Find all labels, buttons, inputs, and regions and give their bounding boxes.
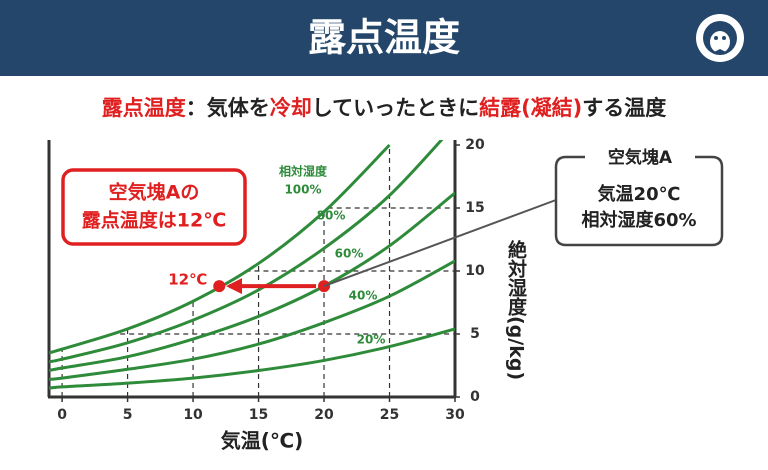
humidity-curve bbox=[49, 259, 455, 381]
dew-callout-line: 露点温度は12℃ bbox=[82, 209, 226, 232]
logo bbox=[696, 14, 744, 62]
header-bar bbox=[0, 0, 768, 76]
x-tick-label: 5 bbox=[123, 407, 133, 423]
dew-point-label: 12℃ bbox=[168, 271, 207, 289]
subtitle-part: 冷却 bbox=[270, 96, 312, 120]
y-tick-label: 0 bbox=[470, 389, 480, 405]
subtitle-part: する温度 bbox=[582, 96, 666, 120]
x-tick-label: 10 bbox=[183, 407, 203, 423]
y-axis-label: 絶対湿度(g/kg) bbox=[505, 239, 528, 380]
series-label: 80% bbox=[317, 209, 346, 223]
x-tick-label: 20 bbox=[314, 407, 334, 423]
x-axis-label: 気温(℃) bbox=[221, 429, 304, 453]
series-label: 60% bbox=[335, 247, 364, 261]
air-callout-title: 空気塊A bbox=[608, 147, 673, 168]
y-tick-label: 15 bbox=[465, 200, 484, 216]
dew-callout-line: 空気塊Aの bbox=[109, 181, 200, 204]
subtitle: 露点温度：気体を冷却していったときに結露(凝結)する温度 bbox=[102, 96, 667, 120]
air-callout-line: 相対湿度60% bbox=[581, 209, 696, 231]
humidity-curve bbox=[49, 143, 391, 355]
x-tick-label: 30 bbox=[445, 407, 465, 423]
dew-callout bbox=[61, 168, 247, 246]
x-tick-label: 25 bbox=[380, 407, 399, 423]
chart: 0 5 10 15 20 25 30 0 5 10 15 20 気温(℃) 絶対湿度(g/kg) 相対湿度 1… bbox=[47, 137, 724, 453]
humidity-curve bbox=[49, 327, 455, 390]
humidity-curve bbox=[49, 191, 455, 373]
air-callout bbox=[554, 155, 724, 247]
x-tick-label: 0 bbox=[57, 407, 67, 423]
series-label: 20% bbox=[357, 333, 386, 347]
humidity-curve bbox=[49, 140, 444, 364]
air-callout-leader bbox=[323, 199, 557, 288]
dew-point bbox=[213, 280, 226, 293]
x-tick-label: 15 bbox=[249, 407, 268, 423]
curve-title: 相対湿度 bbox=[279, 164, 328, 179]
series-label: 40% bbox=[349, 289, 378, 303]
y-tick-label: 10 bbox=[465, 263, 485, 279]
subtitle-part: ：気体を bbox=[186, 96, 270, 120]
subtitle-part: していったときに bbox=[312, 96, 479, 120]
curves bbox=[49, 140, 455, 390]
header-title: 露点温度 bbox=[308, 16, 460, 60]
subtitle-part: 露点温度 bbox=[102, 96, 186, 120]
y-tick-label: 20 bbox=[465, 137, 485, 153]
series-label: 100% bbox=[284, 183, 321, 197]
air-callout-line: 気温20℃ bbox=[598, 183, 681, 205]
y-tick-label: 5 bbox=[470, 326, 480, 342]
subtitle-part: 結露(凝結) bbox=[479, 96, 582, 120]
